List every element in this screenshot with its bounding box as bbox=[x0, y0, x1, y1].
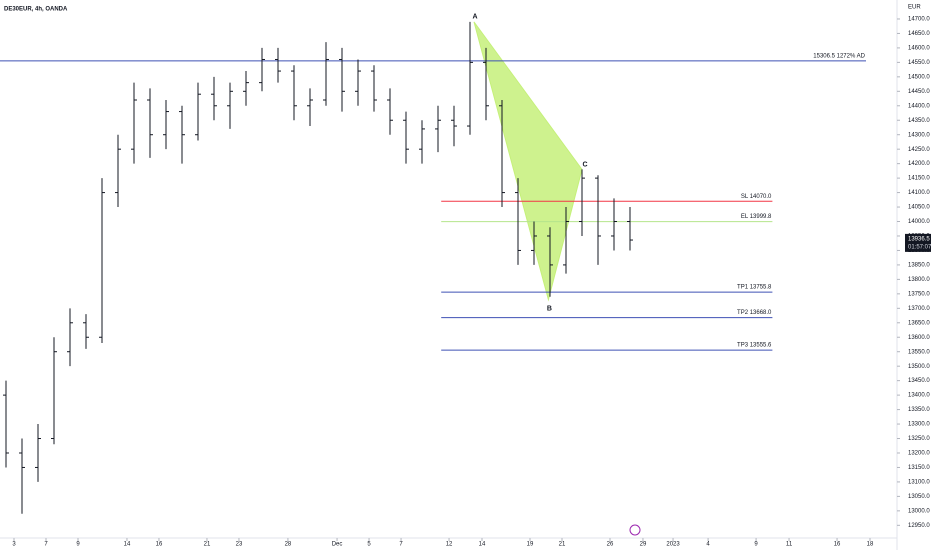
x-tick-label: 3 bbox=[12, 542, 16, 548]
y-tick-label: 14150.0 bbox=[908, 176, 930, 182]
event-icon[interactable] bbox=[629, 524, 641, 536]
y-tick-label: 13000.0 bbox=[908, 508, 930, 514]
x-tick-label: 21 bbox=[559, 542, 566, 548]
y-tick-label: 14600.0 bbox=[908, 45, 930, 51]
x-tick-label: 21 bbox=[204, 542, 211, 548]
y-tick-label: 13700.0 bbox=[908, 306, 930, 312]
x-tick-label: 9 bbox=[76, 542, 80, 548]
x-tick-label: 2023 bbox=[666, 542, 680, 548]
x-tick-label: 9 bbox=[754, 542, 758, 548]
y-tick-label: 14550.0 bbox=[908, 60, 930, 66]
x-tick-label: 19 bbox=[527, 542, 534, 548]
y-tick-label: 13800.0 bbox=[908, 277, 930, 283]
y-tick-label: 13750.0 bbox=[908, 291, 930, 297]
y-tick-label: 14700.0 bbox=[908, 17, 930, 23]
y-tick-label: 13050.0 bbox=[908, 494, 930, 500]
y-tick-label: 14300.0 bbox=[908, 132, 930, 138]
x-tick-label: 16 bbox=[156, 542, 163, 548]
x-tick-label: 14 bbox=[479, 542, 486, 548]
y-tick-label: 13250.0 bbox=[908, 436, 930, 442]
chart-title: DE30EUR, 4h, OANDA bbox=[4, 7, 68, 13]
y-tick-label: 14500.0 bbox=[908, 74, 930, 80]
y-tick-label: 13150.0 bbox=[908, 465, 930, 471]
y-tick-label: 13550.0 bbox=[908, 349, 930, 355]
y-tick-label: 13600.0 bbox=[908, 335, 930, 341]
last-price-label: 13936.5 bbox=[908, 236, 930, 242]
x-tick-label: 26 bbox=[607, 542, 614, 548]
y-tick-label: 14050.0 bbox=[908, 205, 930, 211]
level-label: SL 14070.0 bbox=[741, 194, 772, 200]
x-tick-label: 16 bbox=[834, 542, 841, 548]
countdown-label: 01:57:07 bbox=[908, 244, 932, 250]
x-tick-label: 11 bbox=[786, 542, 793, 548]
y-tick-label: 13350.0 bbox=[908, 407, 930, 413]
level-label: TP3 13555.6 bbox=[737, 343, 772, 349]
y-tick-label: 14250.0 bbox=[908, 147, 930, 153]
y-tick-label: 14350.0 bbox=[908, 118, 930, 124]
x-tick-label: 5 bbox=[367, 542, 371, 548]
last-price-box bbox=[905, 233, 931, 252]
y-tick-label: 13650.0 bbox=[908, 320, 930, 326]
level-label: EL 13999.8 bbox=[741, 214, 772, 220]
y-tick-label: 14400.0 bbox=[908, 103, 930, 109]
pattern-point-label: A bbox=[472, 14, 477, 21]
y-tick-label: 14450.0 bbox=[908, 89, 930, 95]
y-tick-label: 13500.0 bbox=[908, 364, 930, 370]
x-tick-label: 28 bbox=[285, 542, 292, 548]
x-tick-label: 7 bbox=[399, 542, 403, 548]
y-tick-label: 13200.0 bbox=[908, 451, 930, 457]
y-tick-label: 13100.0 bbox=[908, 479, 930, 485]
y-tick-label: 14100.0 bbox=[908, 190, 930, 196]
pattern-point-label: B bbox=[547, 305, 552, 312]
pattern-point-label: C bbox=[582, 161, 587, 168]
y-tick-label: 13450.0 bbox=[908, 378, 930, 384]
y-tick-label: 13850.0 bbox=[908, 262, 930, 268]
level-label: 15306.5 1272% AD bbox=[813, 54, 865, 60]
harmonic-pattern bbox=[473, 21, 583, 302]
y-tick-label: 12950.0 bbox=[908, 523, 930, 529]
y-tick-label: 14000.0 bbox=[908, 219, 930, 225]
x-tick-label: Dec bbox=[332, 542, 343, 548]
y-tick-label: 14650.0 bbox=[908, 31, 930, 37]
x-tick-label: 18 bbox=[867, 542, 874, 548]
x-tick-label: 14 bbox=[124, 542, 131, 548]
y-tick-label: 13300.0 bbox=[908, 422, 930, 428]
x-tick-label: 12 bbox=[446, 542, 453, 548]
level-label: TP1 13755.8 bbox=[737, 285, 772, 291]
y-tick-label: 14200.0 bbox=[908, 161, 930, 167]
x-tick-label: 4 bbox=[706, 542, 710, 548]
y-tick-label: 13400.0 bbox=[908, 393, 930, 399]
x-tick-label: 29 bbox=[640, 542, 647, 548]
level-label: TP2 13668.0 bbox=[737, 310, 772, 316]
x-tick-label: 23 bbox=[236, 542, 243, 548]
currency-label: EUR bbox=[908, 5, 921, 11]
x-tick-label: 7 bbox=[44, 542, 48, 548]
